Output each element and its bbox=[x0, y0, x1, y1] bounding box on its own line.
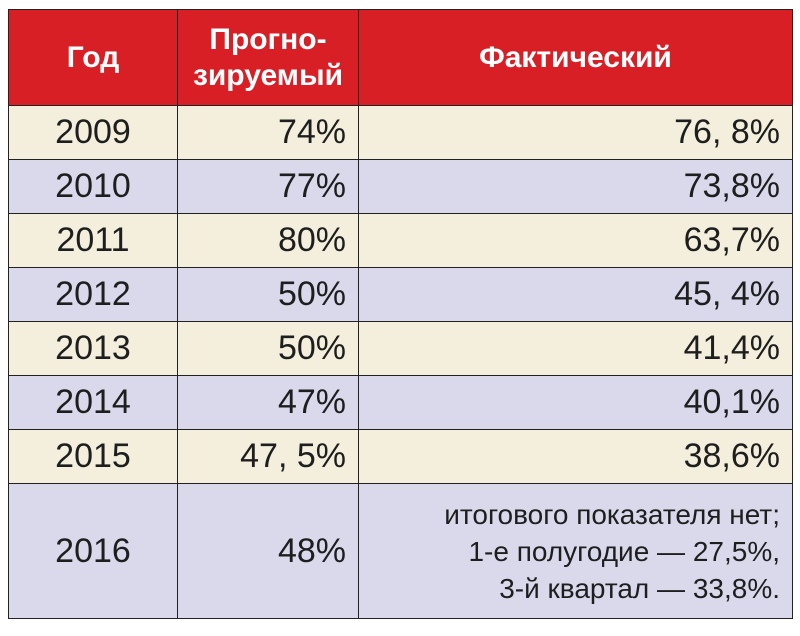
table-row: 2009 74% 76, 8% bbox=[8, 105, 793, 160]
actual-cell: 41,4% bbox=[358, 321, 793, 376]
actual-cell: итогового показателя нет; 1-е полугодие … bbox=[358, 483, 793, 619]
header-year: Год bbox=[8, 9, 178, 106]
table-row: 2012 50% 45, 4% bbox=[8, 267, 793, 322]
year-cell: 2016 bbox=[8, 483, 178, 619]
actual-cell: 63,7% bbox=[358, 213, 793, 268]
year-cell: 2013 bbox=[8, 321, 178, 376]
forecast-cell: 77% bbox=[177, 159, 359, 214]
table-row: 2016 48% итогового показателя нет; 1-е п… bbox=[8, 483, 793, 619]
year-cell: 2009 bbox=[8, 105, 178, 160]
year-cell: 2014 bbox=[8, 375, 178, 430]
forecast-cell: 50% bbox=[177, 321, 359, 376]
table-row: 2014 47% 40,1% bbox=[8, 375, 793, 430]
data-table: Год Прогно-зируемый Фактический 2009 74% 7… bbox=[8, 9, 793, 619]
actual-line: 3-й квартал — 33,8%. bbox=[499, 572, 780, 604]
table-row: 2013 50% 41,4% bbox=[8, 321, 793, 376]
table-row: 2015 47, 5% 38,6% bbox=[8, 429, 793, 484]
actual-cell: 76, 8% bbox=[358, 105, 793, 160]
year-cell: 2015 bbox=[8, 429, 178, 484]
table-row: 2011 80% 63,7% bbox=[8, 213, 793, 268]
forecast-cell: 48% bbox=[177, 483, 359, 619]
header-forecast-line2: зируемый bbox=[192, 58, 344, 92]
forecast-cell: 80% bbox=[177, 213, 359, 268]
year-cell: 2012 bbox=[8, 267, 178, 322]
forecast-cell: 50% bbox=[177, 267, 359, 322]
actual-cell: 38,6% bbox=[358, 429, 793, 484]
actual-cell: 40,1% bbox=[358, 375, 793, 430]
forecast-cell: 47% bbox=[177, 375, 359, 430]
header-actual: Фактический bbox=[358, 9, 793, 106]
header-forecast-line1: Прогно- bbox=[209, 22, 327, 56]
header-forecast: Прогно-зируемый bbox=[177, 9, 359, 106]
table-row: 2010 77% 73,8% bbox=[8, 159, 793, 214]
actual-cell: 45, 4% bbox=[358, 267, 793, 322]
year-cell: 2010 bbox=[8, 159, 178, 214]
actual-line: 1-е полугодие — 27,5%, bbox=[468, 535, 780, 567]
actual-line: итогового показателя нет; bbox=[444, 498, 780, 530]
forecast-cell: 74% bbox=[177, 105, 359, 160]
actual-cell: 73,8% bbox=[358, 159, 793, 214]
header-row: Год Прогно-зируемый Фактический bbox=[8, 9, 793, 106]
forecast-cell: 47, 5% bbox=[177, 429, 359, 484]
year-cell: 2011 bbox=[8, 213, 178, 268]
